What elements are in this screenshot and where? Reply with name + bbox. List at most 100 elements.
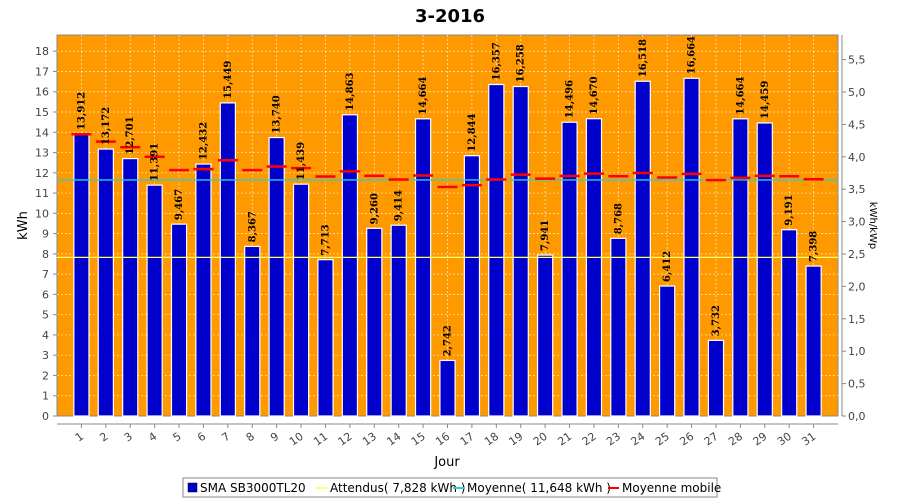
- bar: [170, 223, 188, 417]
- x-tick-label: 20: [531, 430, 550, 449]
- x-tick-label: 17: [458, 430, 477, 449]
- data-label: 2,742: [443, 325, 454, 356]
- x-tick-label: 19: [507, 430, 526, 449]
- y-tick-label: 7: [42, 268, 49, 281]
- x-tick-label: 12: [336, 430, 355, 449]
- x-tick-label: 21: [555, 430, 574, 449]
- legend-item-sma-swatch: [187, 482, 198, 493]
- y2-tick-label: 3,5: [848, 183, 866, 196]
- data-label: 14,496: [565, 80, 576, 118]
- y-tick-label: 2: [42, 369, 49, 382]
- bar: [561, 121, 578, 417]
- x-tick-label: 22: [580, 430, 599, 449]
- y-tick-label: 16: [35, 86, 49, 99]
- x-tick-label: 27: [702, 430, 721, 449]
- bar: [97, 148, 114, 417]
- y-tick-label: 8: [42, 248, 49, 261]
- x-tick-label: 13: [360, 430, 379, 449]
- data-label: 6,412: [662, 251, 673, 282]
- bar: [73, 133, 90, 417]
- data-label: 9,414: [394, 190, 405, 221]
- data-label: 16,518: [638, 39, 649, 77]
- bar: [683, 77, 700, 417]
- data-label: 12,844: [467, 113, 478, 151]
- chart-title: 3-2016: [415, 6, 485, 27]
- data-label: 14,863: [345, 72, 356, 110]
- x-tick-label: 3: [122, 430, 135, 445]
- y-tick-label: 12: [35, 167, 49, 180]
- legend: SMA SB3000TL20 Attendus( 7,828 kWh ) Moyen…: [182, 477, 721, 498]
- y2-tick-label: 5,0: [848, 86, 866, 99]
- bar: [268, 136, 285, 417]
- data-label: 14,664: [735, 77, 746, 115]
- x-tick-label: 23: [604, 430, 623, 449]
- data-label: 8,768: [613, 203, 624, 234]
- bar: [512, 85, 529, 417]
- data-label: 13,172: [101, 107, 112, 145]
- legend-item-moyenne-mobile: Moyenne mobile: [622, 481, 721, 495]
- x-tick-label: 6: [195, 430, 208, 445]
- y2-tick-label: 4,5: [848, 118, 866, 131]
- y2-tick-label: 1,0: [848, 345, 866, 358]
- y2-tick-label: 0,0: [848, 410, 866, 423]
- y2-tick-label: 2,5: [848, 248, 866, 261]
- y-tick-label: 0: [42, 410, 49, 423]
- x-tick-label: 18: [482, 430, 501, 449]
- data-label: 11,391: [150, 143, 161, 181]
- bar: [195, 163, 212, 417]
- plot-area: 01234567891011121314151617180,00,51,01,5…: [35, 34, 866, 449]
- data-label: 12,701: [125, 116, 136, 154]
- y-tick-label: 1: [42, 390, 49, 403]
- x-tick-label: 15: [409, 430, 428, 449]
- bar: [122, 158, 139, 417]
- y-tick-label: 6: [42, 288, 49, 301]
- bar: [658, 285, 676, 417]
- bar: [488, 83, 505, 417]
- bar: [805, 265, 822, 417]
- data-label: 9,191: [784, 194, 795, 225]
- y-tick-label: 15: [35, 106, 49, 119]
- x-tick-label: 31: [799, 430, 818, 449]
- bar: [732, 118, 749, 417]
- y-tick-label: 11: [35, 187, 49, 200]
- x-tick-label: 29: [751, 430, 770, 449]
- y-tick-label: 14: [35, 126, 49, 139]
- data-label: 13,912: [76, 92, 87, 130]
- x-tick-label: 5: [171, 430, 184, 445]
- data-label: 8,367: [247, 211, 258, 242]
- data-label: 13,740: [272, 95, 283, 133]
- data-label: 14,459: [760, 81, 771, 119]
- y2-tick-label: 0,5: [848, 378, 866, 391]
- x-axis-label: Jour: [433, 455, 460, 470]
- data-label: 16,357: [491, 42, 502, 80]
- bar: [610, 237, 627, 417]
- data-label: 12,432: [198, 122, 209, 160]
- y2-tick-label: 5,5: [848, 54, 866, 67]
- x-tick-label: 8: [244, 430, 257, 445]
- bar: [366, 227, 383, 417]
- bar: [414, 118, 432, 417]
- data-label: 15,449: [223, 61, 234, 99]
- data-label: 9,260: [369, 193, 380, 224]
- legend-box: [182, 477, 718, 498]
- bar: [634, 80, 651, 417]
- data-label: 9,467: [174, 189, 185, 220]
- x-tick-label: 16: [433, 430, 452, 449]
- x-tick-label: 14: [384, 430, 403, 449]
- bar: [585, 118, 603, 417]
- legend-item-sma: SMA SB3000TL20: [200, 481, 306, 495]
- y-tick-label: 18: [35, 45, 49, 58]
- bar: [781, 229, 798, 417]
- bar: [756, 122, 773, 417]
- y2-tick-label: 2,0: [848, 280, 866, 293]
- x-tick-label: 30: [775, 430, 794, 449]
- bar: [317, 259, 334, 417]
- x-tick-label: 9: [268, 430, 281, 445]
- x-tick-label: 4: [146, 430, 159, 445]
- bar: [536, 254, 554, 417]
- y2-axis-label: kWh/kWp: [867, 202, 878, 249]
- x-tick-label: 24: [629, 430, 648, 449]
- x-tick-label: 11: [311, 430, 330, 449]
- bar: [244, 245, 261, 417]
- bar: [390, 224, 407, 417]
